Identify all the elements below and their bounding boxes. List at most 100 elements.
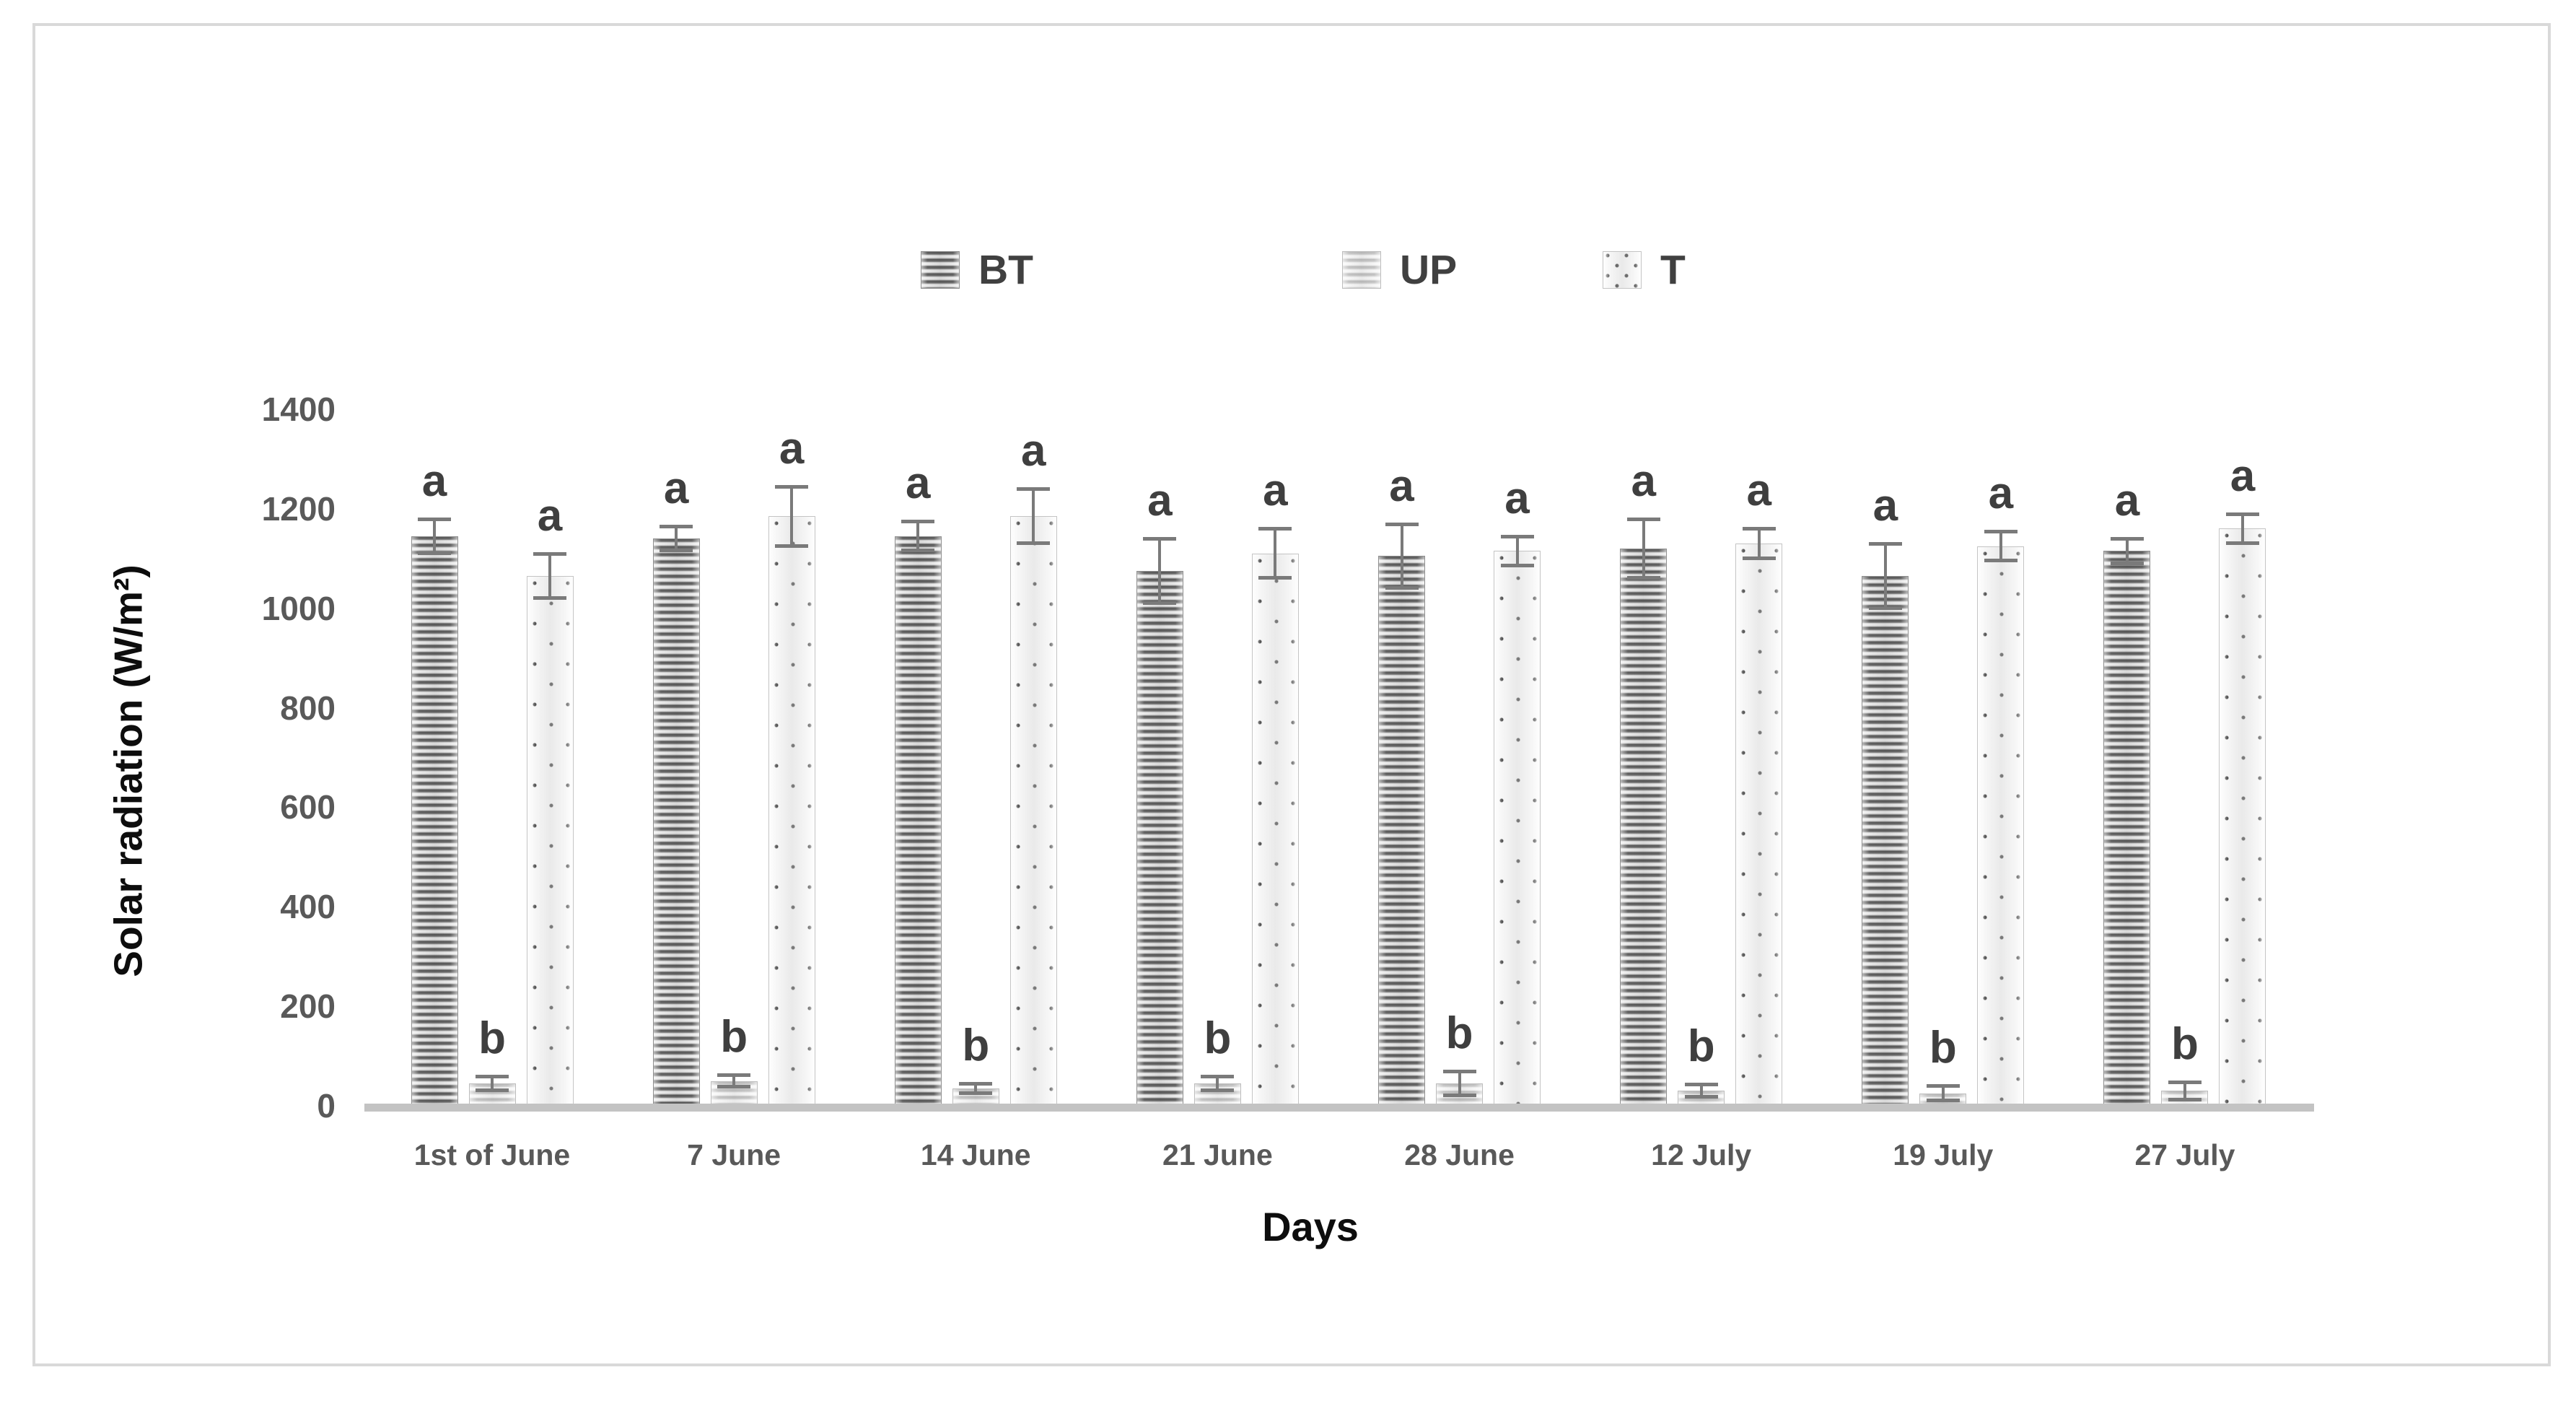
x-tick-label: 28 June: [1404, 1138, 1515, 1171]
error-bar-cap-bottom: [1984, 559, 2018, 563]
error-bar-cap-bottom: [1500, 564, 1534, 568]
error-bar-cap-bottom: [717, 1084, 751, 1088]
x-tick-label: 7 June: [687, 1138, 781, 1171]
error-bar-BT-7 June: [675, 525, 678, 551]
significance-letter-UP-7 June: b: [720, 1012, 748, 1062]
error-bar-cap-bottom: [775, 544, 809, 548]
error-bar-cap-bottom: [2225, 541, 2259, 546]
legend-swatch-up-stripes-icon: [1342, 251, 1381, 289]
error-bar-cap-bottom: [660, 549, 693, 553]
error-bar-cap-bottom: [1926, 1099, 1960, 1103]
legend-item-t: T: [1603, 249, 1686, 291]
x-tick-label: 14 June: [920, 1138, 1031, 1171]
error-bar-cap-bottom: [1385, 586, 1419, 590]
y-axis-title: Solar radiation (W/m²): [105, 564, 151, 977]
error-bar-BT-1st of June: [433, 518, 436, 554]
bar-BT-28 June: [1378, 556, 1426, 1106]
error-bar-cap-bottom: [1868, 606, 1902, 610]
error-bar-T-28 June: [1515, 536, 1519, 567]
significance-letter-UP-14 June: b: [962, 1020, 990, 1070]
error-bar-cap-top: [1984, 529, 2018, 533]
error-bar-cap-top: [717, 1073, 751, 1078]
legend-swatch-t-dots-icon: [1603, 251, 1642, 289]
error-bar-T-1st of June: [548, 553, 551, 598]
significance-letter-T-21 June: a: [1263, 466, 1288, 516]
x-tick-label: 21 June: [1162, 1138, 1273, 1171]
significance-letter-BT-21 June: a: [1147, 476, 1173, 526]
significance-letter-UP-1st of June: b: [478, 1013, 506, 1063]
error-bar-BT-28 June: [1400, 523, 1403, 589]
error-bar-T-21 June: [1274, 528, 1277, 579]
significance-letter-UP-21 June: b: [1204, 1013, 1232, 1063]
error-bar-UP-7 June: [732, 1075, 736, 1087]
error-bar-cap-bottom: [533, 595, 566, 600]
bar-BT-14 June: [894, 536, 942, 1106]
significance-letter-BT-28 June: a: [1389, 461, 1414, 511]
error-bar-cap-top: [901, 520, 935, 524]
error-bar-cap-top: [1626, 517, 1660, 521]
error-bar-cap-bottom: [1626, 576, 1660, 580]
error-bar-cap-top: [1258, 527, 1292, 531]
significance-letter-T-14 June: a: [1021, 426, 1046, 476]
error-bar-cap-top: [1500, 534, 1534, 538]
error-bar-T-7 June: [790, 486, 794, 546]
bar-BT-19 July: [1862, 575, 1909, 1106]
bar-T-27 July: [2219, 528, 2266, 1106]
error-bar-BT-27 July: [2125, 538, 2129, 564]
error-bar-cap-bottom: [959, 1091, 993, 1095]
error-bar-UP-1st of June: [491, 1075, 494, 1091]
error-bar-cap-top: [1385, 522, 1419, 526]
error-bar-cap-top: [2168, 1080, 2202, 1084]
error-bar-cap-bottom: [1742, 556, 1776, 560]
bar-T-19 July: [1977, 546, 2025, 1106]
significance-letter-BT-1st of June: a: [421, 455, 447, 506]
error-bar-cap-top: [1742, 527, 1776, 531]
significance-letter-UP-19 July: b: [1929, 1023, 1957, 1073]
legend-label-t: T: [1660, 246, 1686, 293]
significance-letter-T-7 June: a: [779, 423, 805, 473]
significance-letter-UP-27 July: b: [2171, 1018, 2199, 1069]
error-bar-cap-top: [418, 517, 451, 521]
error-bar-cap-top: [959, 1081, 993, 1086]
y-tick-label-600: 600: [280, 788, 336, 826]
error-bar-cap-top: [1201, 1074, 1235, 1078]
error-bar-BT-12 July: [1642, 518, 1645, 579]
bar-T-7 June: [768, 516, 815, 1106]
significance-letter-UP-12 July: b: [1687, 1021, 1715, 1072]
significance-letter-BT-12 July: a: [1631, 455, 1656, 506]
error-bar-T-14 June: [1032, 489, 1035, 544]
y-tick-label-0: 0: [317, 1087, 336, 1125]
y-tick-label-800: 800: [280, 689, 336, 727]
bar-BT-21 June: [1136, 571, 1183, 1106]
error-bar-cap-top: [2225, 512, 2259, 516]
error-bar-cap-top: [533, 551, 566, 556]
error-bar-UP-28 June: [1458, 1070, 1461, 1096]
bar-T-1st of June: [526, 575, 574, 1106]
error-bar-cap-top: [1017, 487, 1051, 492]
legend-swatch-bt-stripes-icon: [921, 251, 960, 289]
error-bar-T-27 July: [2240, 513, 2244, 544]
error-bar-cap-top: [775, 484, 809, 489]
bar-BT-1st of June: [411, 536, 458, 1106]
error-bar-cap-bottom: [1442, 1094, 1476, 1098]
significance-letter-BT-19 July: a: [1872, 481, 1898, 531]
error-bar-cap-bottom: [1143, 601, 1177, 605]
legend-label-bt: BT: [978, 246, 1033, 293]
error-bar-cap-top: [476, 1074, 509, 1078]
x-axis-baseline: [364, 1104, 2314, 1112]
error-bar-cap-bottom: [476, 1088, 509, 1093]
y-tick-label-400: 400: [280, 888, 336, 926]
error-bar-cap-bottom: [2168, 1097, 2202, 1101]
error-bar-UP-19 July: [1941, 1086, 1945, 1101]
legend-item-bt: BT: [921, 249, 1033, 291]
error-bar-cap-top: [1684, 1083, 1718, 1087]
bar-BT-27 July: [2103, 551, 2151, 1106]
x-axis-title: Days: [1262, 1204, 1359, 1249]
legend-item-up: UP: [1342, 249, 1457, 291]
error-bar-BT-19 July: [1883, 544, 1887, 608]
bar-T-12 July: [1735, 544, 1783, 1106]
significance-letter-BT-14 June: a: [906, 458, 931, 509]
y-tick-label-1000: 1000: [261, 589, 336, 627]
significance-letter-T-19 July: a: [1988, 468, 2014, 518]
